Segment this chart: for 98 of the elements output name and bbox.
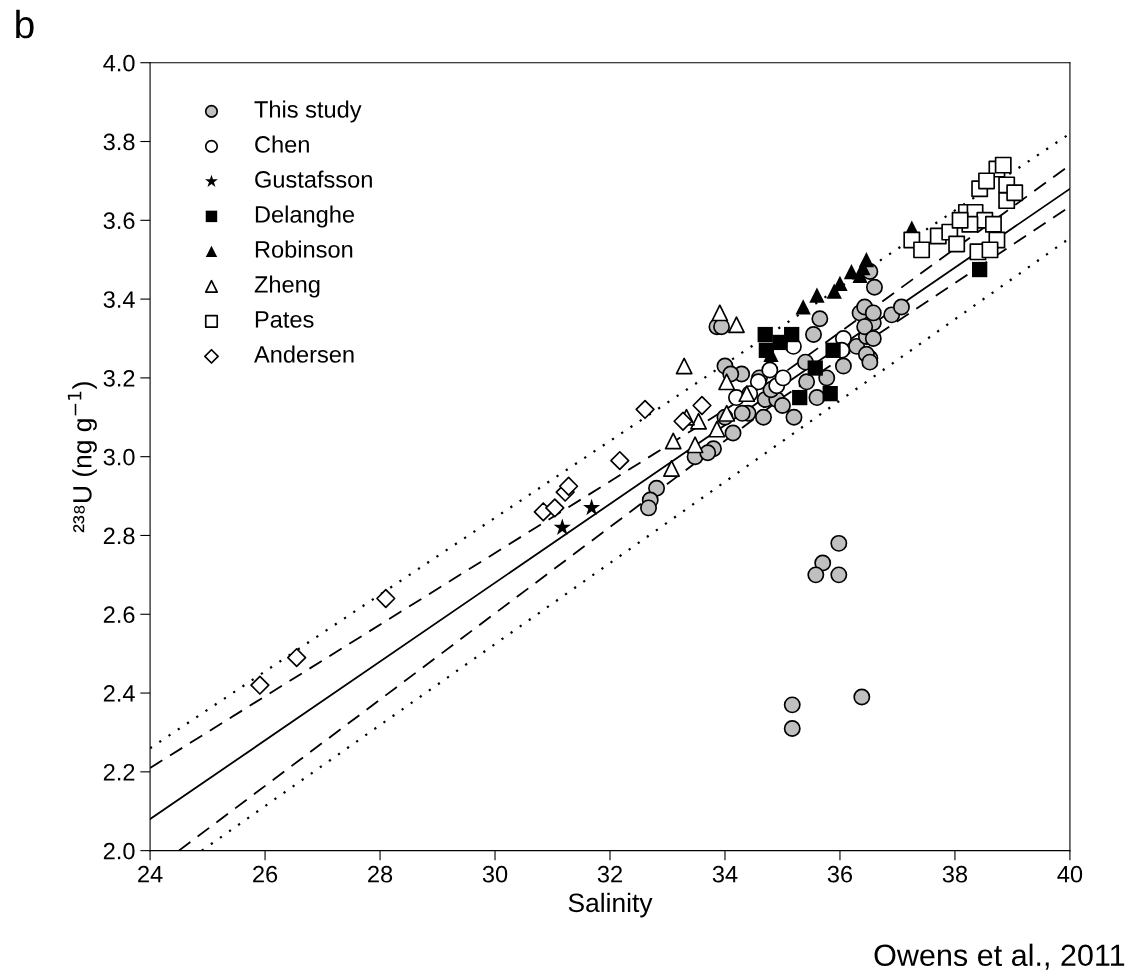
point xyxy=(749,373,767,391)
point xyxy=(913,241,931,259)
point xyxy=(711,304,729,322)
y-tick-label: 2.0 xyxy=(103,842,135,860)
point xyxy=(808,389,826,407)
y-tick-label: 4.0 xyxy=(103,54,135,72)
point xyxy=(818,369,836,387)
point xyxy=(583,498,601,516)
legend-label: Andersen xyxy=(254,345,354,363)
point xyxy=(376,588,396,609)
point xyxy=(984,215,1002,233)
x-tick-label: 32 xyxy=(597,865,622,883)
point xyxy=(772,334,788,351)
legend-label: This study xyxy=(254,100,362,123)
legend-label: Robinson xyxy=(255,240,353,258)
point xyxy=(972,261,988,278)
point xyxy=(757,326,773,343)
point xyxy=(686,436,704,454)
point xyxy=(553,518,571,535)
x-tick-label: 24 xyxy=(138,865,163,883)
legend-label: Pates xyxy=(255,311,314,328)
x-axis-title: Salinity xyxy=(568,892,653,918)
x-tick-label: 38 xyxy=(942,865,968,883)
point xyxy=(798,373,816,391)
legend-label: Zheng xyxy=(254,275,320,298)
text: Owens et al., 2011 xyxy=(874,943,1125,970)
point xyxy=(809,287,825,303)
x-tick-label: 28 xyxy=(368,865,393,883)
y-tick-label: 3.2 xyxy=(103,369,135,387)
legend-label: Gustafsson xyxy=(255,170,372,188)
y-tick-label: 2.4 xyxy=(103,685,135,702)
x-tick-label: 26 xyxy=(253,865,278,883)
point xyxy=(755,408,772,426)
point xyxy=(783,696,801,714)
point xyxy=(635,399,655,420)
point xyxy=(856,318,874,336)
point xyxy=(865,278,883,296)
x-tick-label: 40 xyxy=(1057,865,1083,883)
point xyxy=(675,357,693,375)
point xyxy=(948,235,966,253)
y-tick-label: 3.6 xyxy=(103,212,135,230)
point xyxy=(708,420,726,438)
y-tick-label: 2.6 xyxy=(103,606,135,624)
point xyxy=(858,252,875,268)
point xyxy=(811,310,829,328)
point xyxy=(892,298,910,316)
y-tick-label: 2.2 xyxy=(103,763,135,781)
point xyxy=(825,342,841,358)
point xyxy=(1006,184,1024,202)
point xyxy=(718,373,736,391)
point xyxy=(250,675,270,695)
y-axis-title: ²³⁸U (ng g$^{−1}$) xyxy=(67,382,97,533)
point xyxy=(699,444,717,462)
legend-label: Delanghe xyxy=(255,205,355,228)
point xyxy=(664,432,682,450)
point xyxy=(610,450,630,471)
point xyxy=(792,389,808,406)
point xyxy=(718,404,736,422)
point xyxy=(773,396,791,414)
point xyxy=(785,408,803,426)
point xyxy=(864,330,882,347)
point xyxy=(692,395,712,416)
point xyxy=(853,688,871,706)
point xyxy=(807,360,823,376)
x-tick-label: 30 xyxy=(482,865,508,883)
y-tick-label: 3.8 xyxy=(103,133,135,151)
point xyxy=(951,211,969,229)
point xyxy=(981,241,999,259)
point xyxy=(830,534,848,552)
point xyxy=(805,326,822,344)
point xyxy=(733,404,751,422)
point xyxy=(545,498,565,518)
point xyxy=(864,304,882,322)
point xyxy=(822,386,838,402)
point xyxy=(861,353,879,371)
point xyxy=(690,412,708,430)
point xyxy=(728,316,745,334)
point xyxy=(774,369,792,387)
y-tick-label: 3.0 xyxy=(103,448,135,466)
x-tick-label: 34 xyxy=(712,865,738,883)
point xyxy=(558,476,579,496)
legend-label: Chen xyxy=(255,135,309,153)
point xyxy=(830,566,848,584)
point xyxy=(795,299,811,315)
point xyxy=(807,566,825,584)
point xyxy=(287,647,307,668)
point xyxy=(978,172,996,190)
point xyxy=(994,156,1012,174)
point xyxy=(640,499,657,517)
point xyxy=(648,479,666,497)
y-tick-label: 3.4 xyxy=(103,291,135,308)
point xyxy=(834,357,852,375)
y-tick-label: 2.8 xyxy=(103,527,135,545)
chart-title: b xyxy=(16,9,34,39)
x-tick-label: 36 xyxy=(827,865,853,883)
point xyxy=(673,411,693,431)
point xyxy=(783,720,801,737)
point xyxy=(724,424,742,442)
